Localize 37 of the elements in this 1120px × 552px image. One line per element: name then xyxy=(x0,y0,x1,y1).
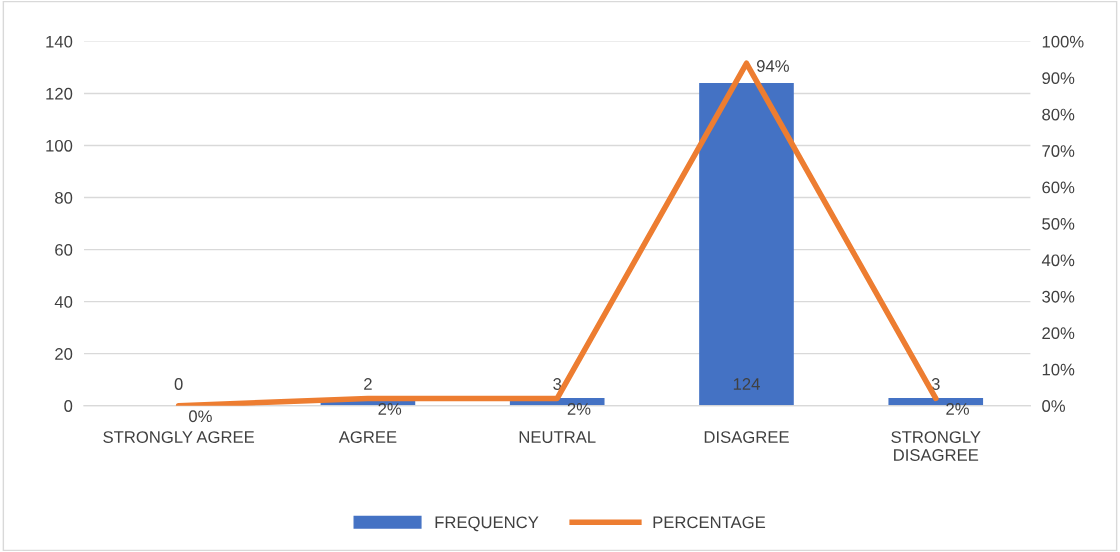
y2-tick-label: 70% xyxy=(1042,145,1075,157)
y-tick-label: 100 xyxy=(46,139,73,152)
y2-tick-label: 50% xyxy=(1042,217,1075,230)
y2-tick-label: 10% xyxy=(1042,363,1075,376)
y-tick-label: 0 xyxy=(64,400,73,412)
data-label: 2% xyxy=(946,403,969,415)
y-tick-label: 140 xyxy=(46,35,73,48)
y2-tick-label: 80% xyxy=(1042,108,1075,121)
data-label: 3 xyxy=(931,378,940,390)
data-label: 124 xyxy=(733,378,760,390)
y2-tick-label: 60% xyxy=(1042,181,1075,194)
legend-label: FREQUENCY xyxy=(435,516,539,532)
data-label: 2% xyxy=(567,403,591,415)
y2-tick-label: 20% xyxy=(1042,327,1075,340)
y-tick-label: 40 xyxy=(54,296,73,308)
x-tick-label: NEUTRAL xyxy=(519,431,596,443)
y2-tick-label: 30% xyxy=(1042,290,1075,303)
y2-tick-label: 0% xyxy=(1042,400,1066,412)
data-label: 2 xyxy=(364,378,372,390)
y-tick-label: 20 xyxy=(55,348,73,360)
y-tick-label: 80 xyxy=(55,191,73,204)
x-tick-label: AGREE xyxy=(338,431,397,443)
data-label: 0% xyxy=(189,410,212,423)
bar xyxy=(699,83,794,406)
y2-tick-label: 100% xyxy=(1042,35,1084,48)
x-tick-label: STRONGLY DISAGREE xyxy=(891,431,981,461)
data-label: 94% xyxy=(756,60,789,72)
y-tick-label: 60 xyxy=(55,243,73,256)
legend-label: PERCENTAGE xyxy=(653,516,766,529)
y-tick-label: 120 xyxy=(46,87,73,100)
data-label: 3 xyxy=(553,378,562,390)
x-tick-label: DISAGREE xyxy=(704,431,789,443)
x-tick-label: STRONGLY AGREE xyxy=(103,431,255,443)
y2-tick-label: 90% xyxy=(1042,72,1075,85)
data-label: 2% xyxy=(378,403,402,415)
y2-tick-label: 40% xyxy=(1041,254,1075,267)
data-label: 0 xyxy=(174,378,183,390)
